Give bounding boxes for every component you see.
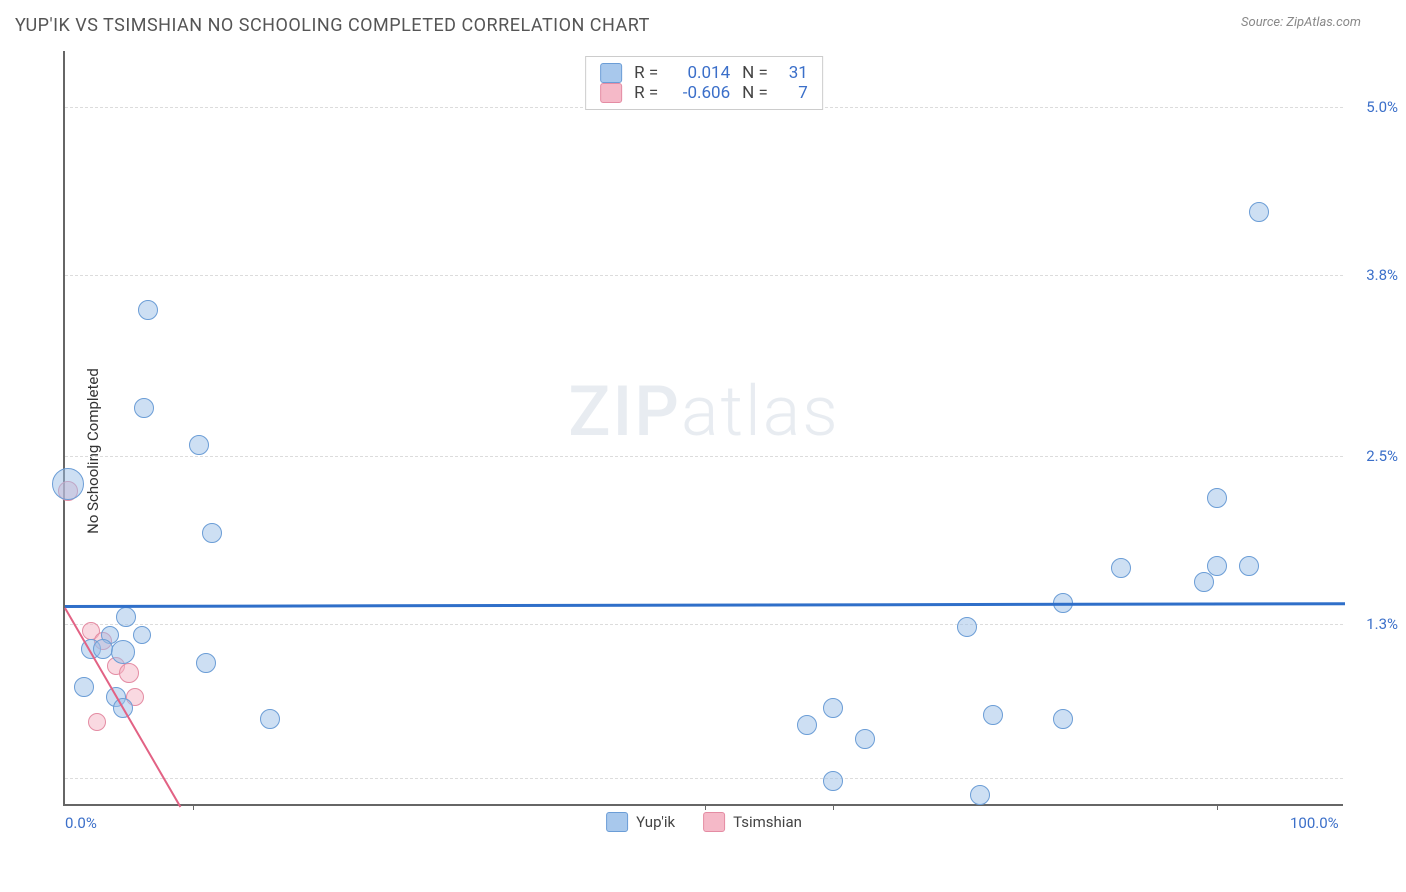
legend-label-tsimshian: Tsimshian [733,813,802,831]
scatter-point-blue [52,468,84,500]
stat-r-tsimshian: -0.606 [670,83,730,103]
x-tick-minor [1217,804,1218,810]
scatter-point-blue [138,300,158,320]
legend-row-yupik: R = 0.014 N = 31 [600,63,808,83]
scatter-point-blue [116,607,136,627]
x-tick-minor [705,804,706,810]
watermark: ZIPatlas [568,371,840,453]
bottom-legend: Yup'ik Tsimshian [606,812,802,832]
chart-header: YUP'IK VS TSIMSHIAN NO SCHOOLING COMPLET… [15,15,1391,36]
chart-source: Source: ZipAtlas.com [1241,15,1391,30]
x-tick-label: 100.0% [1290,814,1339,832]
scatter-point-blue [74,677,94,697]
scatter-point-blue [1207,556,1227,576]
scatter-point-blue [823,698,843,718]
stat-n-label-2: N = [742,83,768,103]
swatch-yupik-bottom-icon [606,812,628,832]
chart-container: No Schooling Completed ZIPatlas R = 0.01… [15,46,1391,856]
y-tick-label: 5.0% [1366,98,1398,116]
legend-row-tsimshian: R = -0.606 N = 7 [600,83,808,103]
legend-item-tsimshian: Tsimshian [703,812,802,832]
swatch-yupik-icon [600,63,622,83]
stat-r-yupik: 0.014 [670,63,730,83]
scatter-point-blue [189,435,209,455]
scatter-point-blue [983,705,1003,725]
y-tick-label: 3.8% [1366,266,1398,284]
plot-area: ZIPatlas R = 0.014 N = 31 R = -0.606 N =… [63,51,1343,806]
scatter-point-blue [196,653,216,673]
stat-r-label: R = [634,63,658,83]
legend-item-yupik: Yup'ik [606,812,675,832]
scatter-point-blue [111,640,135,664]
x-tick-minor [193,804,194,810]
legend-stats-box: R = 0.014 N = 31 R = -0.606 N = 7 [585,56,823,110]
stat-r-label-2: R = [634,83,658,103]
legend-label-yupik: Yup'ik [636,813,675,831]
stat-n-yupik: 31 [780,63,808,83]
gridline [65,624,1343,625]
scatter-point-pink [88,713,106,731]
scatter-point-blue [957,617,977,637]
chart-title: YUP'IK VS TSIMSHIAN NO SCHOOLING COMPLET… [15,15,650,36]
stat-n-tsimshian: 7 [780,83,808,103]
y-tick-label: 2.5% [1366,447,1398,465]
watermark-zip: ZIP [568,371,681,453]
scatter-point-blue [1053,709,1073,729]
scatter-point-blue [1249,202,1269,222]
gridline [65,456,1343,457]
scatter-point-blue [797,715,817,735]
gridline [65,275,1343,276]
watermark-atlas: atlas [681,371,840,453]
stat-n-label: N = [742,63,768,83]
trend-line-yupik [65,602,1345,608]
scatter-point-blue [260,709,280,729]
swatch-tsimshian-icon [600,83,622,103]
scatter-point-blue [823,771,843,791]
scatter-point-blue [1207,488,1227,508]
scatter-point-blue [1111,558,1131,578]
scatter-point-blue [855,729,875,749]
x-tick-minor [833,804,834,810]
y-tick-label: 1.3% [1366,615,1398,633]
swatch-tsimshian-bottom-icon [703,812,725,832]
scatter-point-blue [970,785,990,805]
scatter-point-blue [133,626,151,644]
scatter-point-blue [202,523,222,543]
gridline [65,778,1343,779]
scatter-point-blue [134,398,154,418]
x-tick-label: 0.0% [65,814,97,832]
scatter-point-pink [119,663,139,683]
scatter-point-blue [1194,572,1214,592]
scatter-point-blue [1239,556,1259,576]
